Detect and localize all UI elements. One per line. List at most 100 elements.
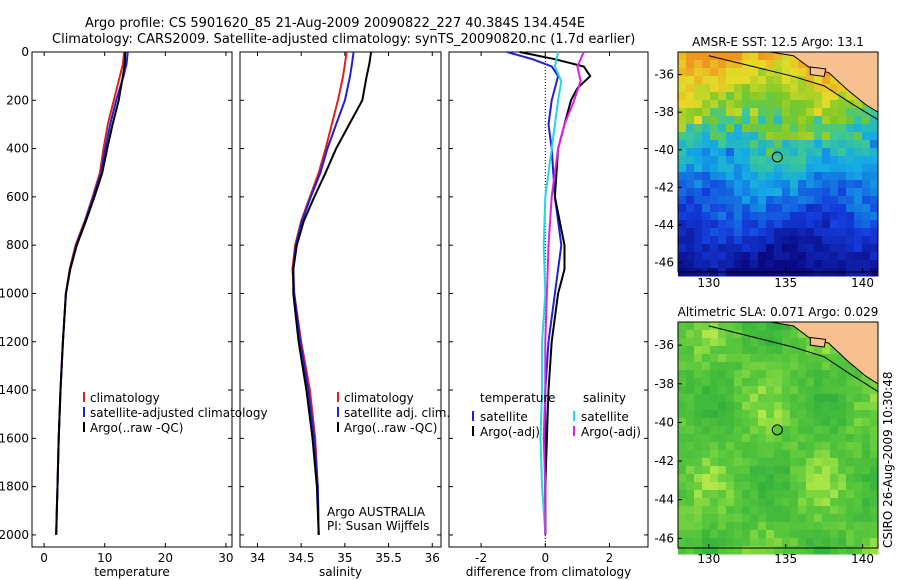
map-cell [686, 236, 695, 245]
map-cell [758, 100, 767, 109]
map-cell [870, 394, 879, 403]
map-cell [782, 354, 791, 363]
map-cell [710, 338, 719, 347]
map-cell [742, 164, 751, 173]
map-cell [862, 180, 871, 189]
map-cell [798, 482, 807, 491]
header-line-2: Climatology: CARS2009. Satellite-adjuste… [52, 32, 635, 47]
map-cell [830, 140, 839, 149]
map-cell [782, 330, 791, 339]
map-cell [798, 132, 807, 141]
map-cell [870, 450, 879, 459]
map-cell [870, 538, 879, 547]
map-cell [758, 474, 767, 483]
map-cell [774, 164, 783, 173]
map-cell [758, 354, 767, 363]
map-cell [798, 522, 807, 531]
map-cell [766, 84, 775, 93]
map-cell [734, 330, 743, 339]
map-cell [790, 402, 799, 411]
map-cell [806, 386, 815, 395]
series-line [292, 51, 373, 535]
map-cell [742, 236, 751, 245]
map-cell [814, 76, 823, 85]
map-cell [742, 140, 751, 149]
map-cell [726, 220, 735, 229]
map-cell [750, 180, 759, 189]
map-cell [726, 490, 735, 499]
map-cell [830, 244, 839, 253]
map-cell [726, 140, 735, 149]
map-cell [710, 76, 719, 85]
map-cell [710, 188, 719, 197]
map-cell [710, 84, 719, 93]
map-cell [742, 362, 751, 371]
map-cell [822, 108, 831, 117]
map-cell [678, 410, 687, 419]
map-cell [846, 482, 855, 491]
map-cell [790, 434, 799, 443]
map-cell [782, 196, 791, 205]
map-cell [774, 84, 783, 93]
map-cell [702, 148, 711, 157]
map-cell [718, 228, 727, 237]
map-cell [766, 498, 775, 507]
map-cell [734, 92, 743, 101]
map-cell [782, 426, 791, 435]
map-cell [822, 506, 831, 515]
legend-label: satellite [581, 410, 629, 424]
map-cell [758, 180, 767, 189]
map-cell [822, 450, 831, 459]
map-cell [774, 116, 783, 125]
map-cell [806, 140, 815, 149]
map-cell [846, 434, 855, 443]
axes-frame [448, 51, 649, 548]
map-cell [806, 164, 815, 173]
map-cell [702, 228, 711, 237]
map-cell [678, 188, 687, 197]
map-cell [686, 338, 695, 347]
map-cell [686, 244, 695, 253]
map-cell [758, 92, 767, 101]
map-cell [734, 244, 743, 253]
map-cell [846, 418, 855, 427]
y-tick-label: 400 [6, 142, 29, 156]
map-cell [790, 252, 799, 261]
map-cell [814, 180, 823, 189]
map-cell [790, 466, 799, 475]
map-cell [782, 522, 791, 531]
map-cell [710, 474, 719, 483]
x-tick-label: 140 [851, 276, 874, 290]
map-cell [758, 76, 767, 85]
map-cell [694, 220, 703, 229]
map-cell [718, 546, 727, 555]
map-cell [790, 514, 799, 523]
map-cell [774, 346, 783, 355]
map-cell [870, 490, 879, 499]
map-cell [686, 506, 695, 515]
map-cell [694, 354, 703, 363]
map-cell [718, 370, 727, 379]
map-cell [734, 466, 743, 475]
map-cell [774, 434, 783, 443]
map-cell [702, 426, 711, 435]
map-cell [758, 148, 767, 157]
map-cell [734, 426, 743, 435]
map-cell [870, 252, 879, 261]
map-cell [838, 172, 847, 181]
map-cell [758, 188, 767, 197]
map-cell [718, 252, 727, 261]
map-cell [830, 538, 839, 547]
y-tick-label: 1400 [0, 383, 29, 397]
map-cell [846, 514, 855, 523]
map-cell [822, 76, 831, 85]
map-cell [822, 124, 831, 133]
map-cell [774, 132, 783, 141]
map-cell [718, 260, 727, 269]
map-cell [806, 108, 815, 117]
map-cell [726, 530, 735, 539]
map-cell [766, 172, 775, 181]
map-cell [774, 530, 783, 539]
map-cell [734, 52, 743, 61]
map-cell [870, 386, 879, 395]
